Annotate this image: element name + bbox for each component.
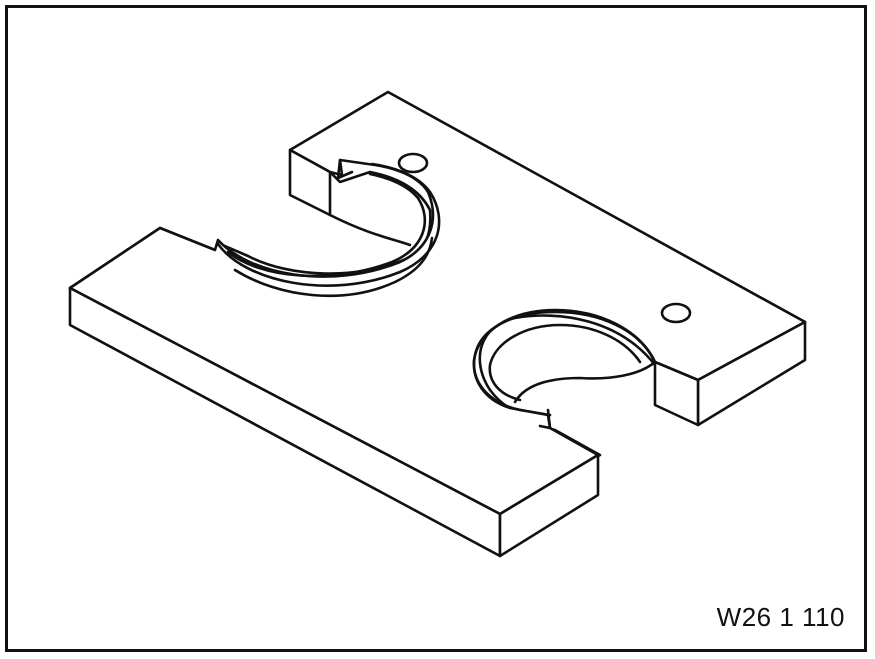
lower-groove [472, 308, 657, 430]
upper-groove-outer-arc [216, 162, 441, 287]
lower-groove-inner-arc [488, 323, 642, 402]
lower-groove-step [538, 408, 552, 430]
lower-groove-ledge [513, 360, 657, 404]
pin-hole-upper [397, 152, 429, 174]
figure-caption: W26 1 110 [716, 602, 845, 632]
plate-slot-wall [328, 213, 412, 247]
plate-outline [68, 90, 807, 558]
upper-groove-inner-arc [226, 172, 427, 278]
upper-groove [216, 158, 441, 298]
plate-top-face [68, 90, 807, 516]
pin-hole-lower [660, 302, 692, 324]
plate-right-side-face [653, 360, 700, 427]
lower-groove-outer-arc [472, 308, 657, 417]
upper-groove-step [336, 158, 354, 180]
upper-groove-ledge [233, 236, 434, 298]
plate-left-right-face [498, 453, 600, 558]
